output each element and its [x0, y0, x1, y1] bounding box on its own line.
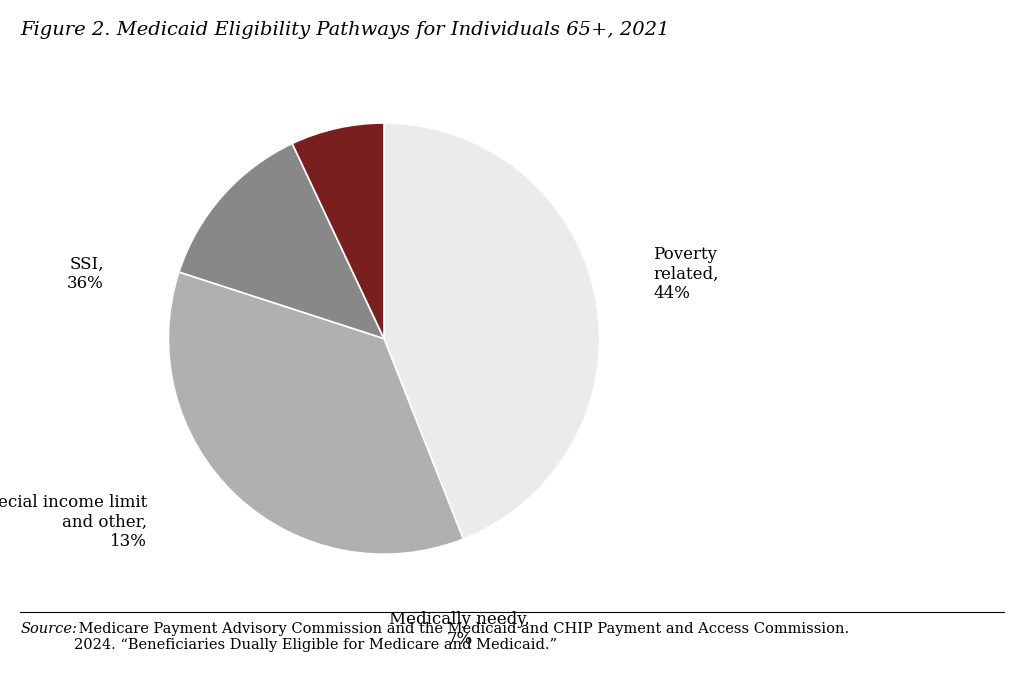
Text: Figure 2. Medicaid Eligibility Pathways for Individuals 65+, 2021: Figure 2. Medicaid Eligibility Pathways …: [20, 21, 670, 39]
Text: SSI,
36%: SSI, 36%: [67, 256, 103, 292]
Wedge shape: [384, 123, 600, 539]
Text: Medically needy,
7%: Medically needy, 7%: [389, 612, 529, 648]
Text: Source:: Source:: [20, 622, 78, 636]
Wedge shape: [168, 272, 464, 554]
Wedge shape: [292, 123, 384, 339]
Wedge shape: [179, 144, 384, 339]
Text: Special income limit
and other,
13%: Special income limit and other, 13%: [0, 494, 146, 550]
Text: Poverty
related,
44%: Poverty related, 44%: [653, 246, 719, 302]
Text: Medicare Payment Advisory Commission and the Medicaid and CHIP Payment and Acces: Medicare Payment Advisory Commission and…: [74, 622, 849, 652]
